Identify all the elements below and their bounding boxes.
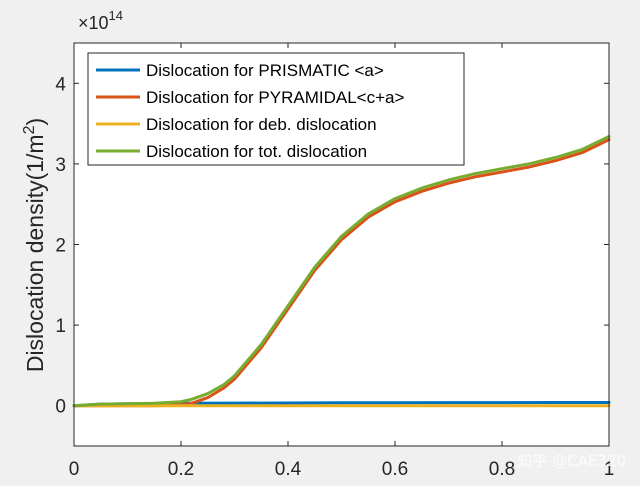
legend-entry-2: Dislocation for PYRAMIDAL<c+a> (146, 88, 404, 107)
x-tick-label: 0.8 (489, 459, 515, 480)
x-tick-label: 0.6 (382, 459, 408, 480)
x-tick-label: 0.4 (275, 459, 302, 480)
x-tick-label: 0 (69, 459, 80, 480)
y-exponent-label: ×1014 (78, 8, 123, 33)
y-tick-label: 0 (55, 397, 66, 418)
legend-entry-1: Dislocation for PRISMATIC <a> (146, 61, 384, 80)
x-tick-label: 0.2 (168, 459, 194, 480)
watermark-text: 知乎 @CAE320 (517, 452, 626, 470)
legend: Dislocation for PRISMATIC <a> Dislocation… (87, 52, 465, 166)
x-tick-label: 1 (604, 459, 615, 480)
y-tick-label: 2 (55, 236, 66, 257)
axis-ticks: 0 0.2 0.4 0.6 0.8 1 0 1 2 3 4 (55, 43, 614, 480)
legend-box (87, 52, 465, 166)
y-tick-label: 4 (55, 74, 66, 95)
series-line-4 (72, 135, 611, 408)
legend-entry-3: Dislocation for deb. dislocation (146, 115, 377, 134)
y-axis-label: Dislocation density(1/m2) (21, 118, 48, 372)
plot-frame (73, 42, 610, 447)
series-lines (72, 135, 611, 408)
legend-entry-4: Dislocation for tot. dislocation (146, 142, 367, 161)
y-tick-label: 3 (55, 155, 66, 176)
y-tick-label: 1 (55, 316, 66, 337)
